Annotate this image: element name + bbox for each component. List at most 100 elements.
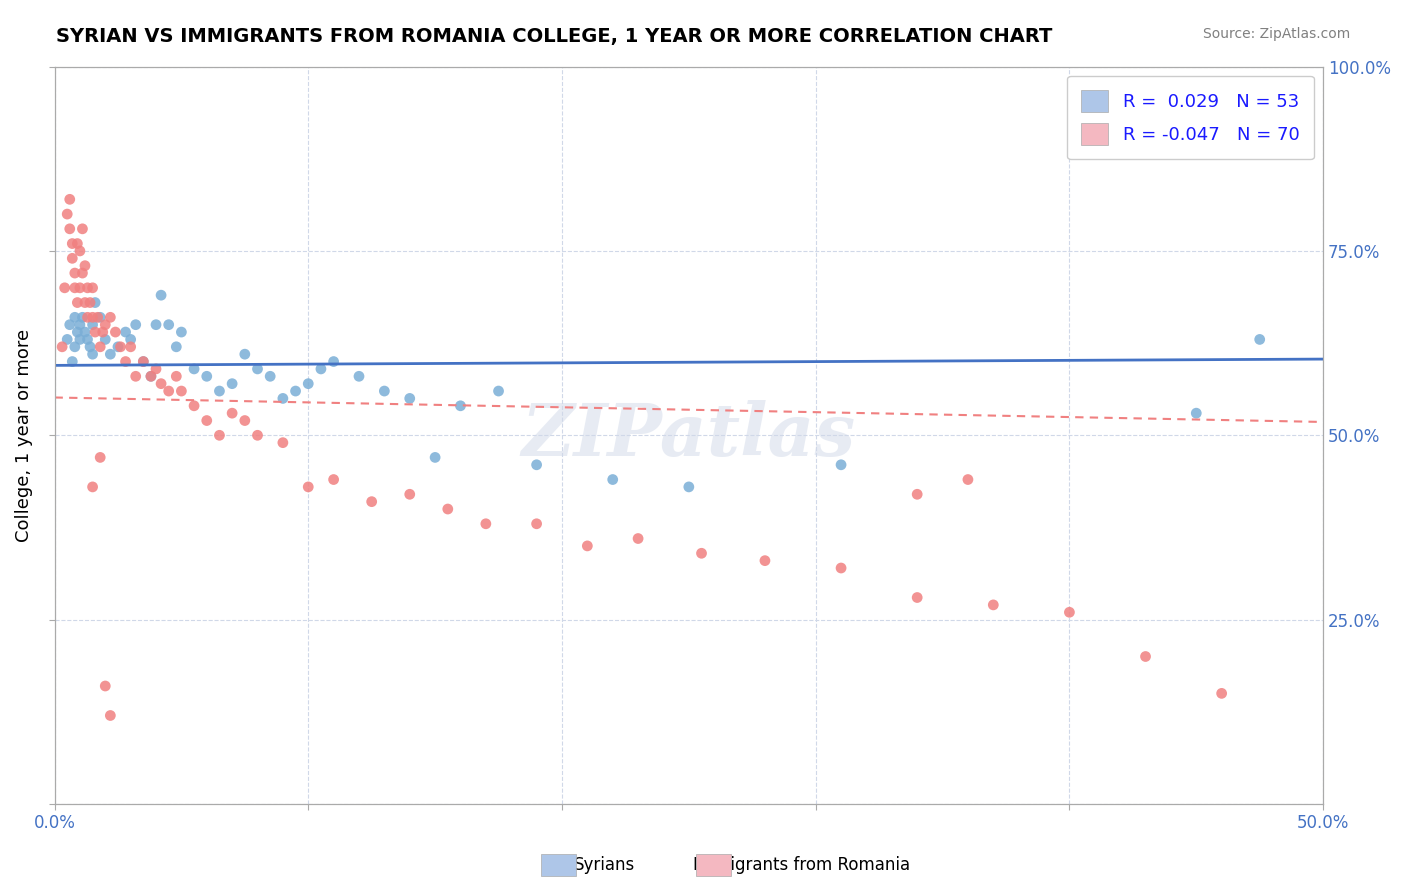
Point xyxy=(66,236,89,251)
Point xyxy=(125,318,148,332)
Point xyxy=(60,252,83,266)
Point xyxy=(59,318,82,332)
Point xyxy=(322,354,344,368)
Point xyxy=(233,347,256,361)
Point xyxy=(98,708,121,723)
Point xyxy=(76,333,98,347)
Point xyxy=(72,266,94,280)
Point xyxy=(1135,649,1157,664)
Point xyxy=(69,333,91,347)
Point xyxy=(170,325,193,339)
Point xyxy=(221,376,243,391)
Point xyxy=(63,266,86,280)
Point xyxy=(678,480,700,494)
Text: Source: ZipAtlas.com: Source: ZipAtlas.com xyxy=(1202,27,1350,41)
Text: ZIPatlas: ZIPatlas xyxy=(522,400,856,471)
Point xyxy=(139,369,162,384)
Point xyxy=(114,354,136,368)
Point xyxy=(63,340,86,354)
Text: Syrians: Syrians xyxy=(574,856,636,874)
Point xyxy=(82,318,104,332)
Point xyxy=(423,450,446,465)
Point xyxy=(107,340,129,354)
Point xyxy=(1059,605,1081,619)
Point xyxy=(63,281,86,295)
Point xyxy=(89,340,111,354)
Point xyxy=(259,369,281,384)
Point xyxy=(110,340,132,354)
Point xyxy=(690,546,713,560)
Point xyxy=(297,376,319,391)
Point xyxy=(66,295,89,310)
Point xyxy=(398,487,420,501)
Point xyxy=(104,325,127,339)
Point xyxy=(170,384,193,398)
Point xyxy=(195,369,218,384)
Point xyxy=(165,369,187,384)
Point xyxy=(73,325,96,339)
Point xyxy=(526,516,548,531)
Point xyxy=(73,259,96,273)
Point xyxy=(69,318,91,332)
Point xyxy=(309,362,332,376)
Point xyxy=(139,369,162,384)
Text: Immigrants from Romania: Immigrants from Romania xyxy=(693,856,910,874)
Point xyxy=(94,679,117,693)
Point xyxy=(132,354,155,368)
Point xyxy=(1249,333,1271,347)
Point xyxy=(76,310,98,325)
Point xyxy=(94,318,117,332)
Point xyxy=(79,340,101,354)
Point xyxy=(69,244,91,258)
Point xyxy=(284,384,307,398)
Point xyxy=(63,310,86,325)
Y-axis label: College, 1 year or more: College, 1 year or more xyxy=(15,329,32,541)
Point xyxy=(82,281,104,295)
Point xyxy=(183,399,205,413)
Point xyxy=(488,384,510,398)
Point xyxy=(120,340,142,354)
Point xyxy=(150,288,173,302)
Point xyxy=(271,435,294,450)
Point xyxy=(59,192,82,206)
Point xyxy=(82,480,104,494)
Point xyxy=(450,399,472,413)
Point xyxy=(98,310,121,325)
Point xyxy=(145,318,167,332)
Point xyxy=(754,554,776,568)
Point xyxy=(246,428,269,442)
Point xyxy=(1185,406,1208,420)
Point xyxy=(830,561,852,575)
Point xyxy=(183,362,205,376)
Text: SYRIAN VS IMMIGRANTS FROM ROMANIA COLLEGE, 1 YEAR OR MORE CORRELATION CHART: SYRIAN VS IMMIGRANTS FROM ROMANIA COLLEG… xyxy=(56,27,1053,45)
Point xyxy=(195,413,218,427)
Point xyxy=(905,591,928,605)
Point xyxy=(627,532,650,546)
Point xyxy=(956,473,979,487)
Point xyxy=(398,392,420,406)
Point xyxy=(91,325,114,339)
Point xyxy=(132,354,155,368)
Point xyxy=(246,362,269,376)
Point xyxy=(56,333,79,347)
Point xyxy=(347,369,370,384)
Point xyxy=(76,281,98,295)
Point xyxy=(86,310,108,325)
Point xyxy=(98,347,121,361)
Point xyxy=(297,480,319,494)
Point xyxy=(94,333,117,347)
Point xyxy=(208,428,231,442)
Point xyxy=(114,325,136,339)
Point xyxy=(89,310,111,325)
Point xyxy=(221,406,243,420)
Point xyxy=(73,295,96,310)
Point xyxy=(145,362,167,376)
Point xyxy=(157,318,180,332)
Point xyxy=(66,325,89,339)
Point xyxy=(84,295,107,310)
Legend: R =  0.029   N = 53, R = -0.047   N = 70: R = 0.029 N = 53, R = -0.047 N = 70 xyxy=(1067,76,1315,160)
Point xyxy=(53,281,76,295)
Point xyxy=(56,207,79,221)
Point xyxy=(981,598,1004,612)
Point xyxy=(1211,686,1233,700)
